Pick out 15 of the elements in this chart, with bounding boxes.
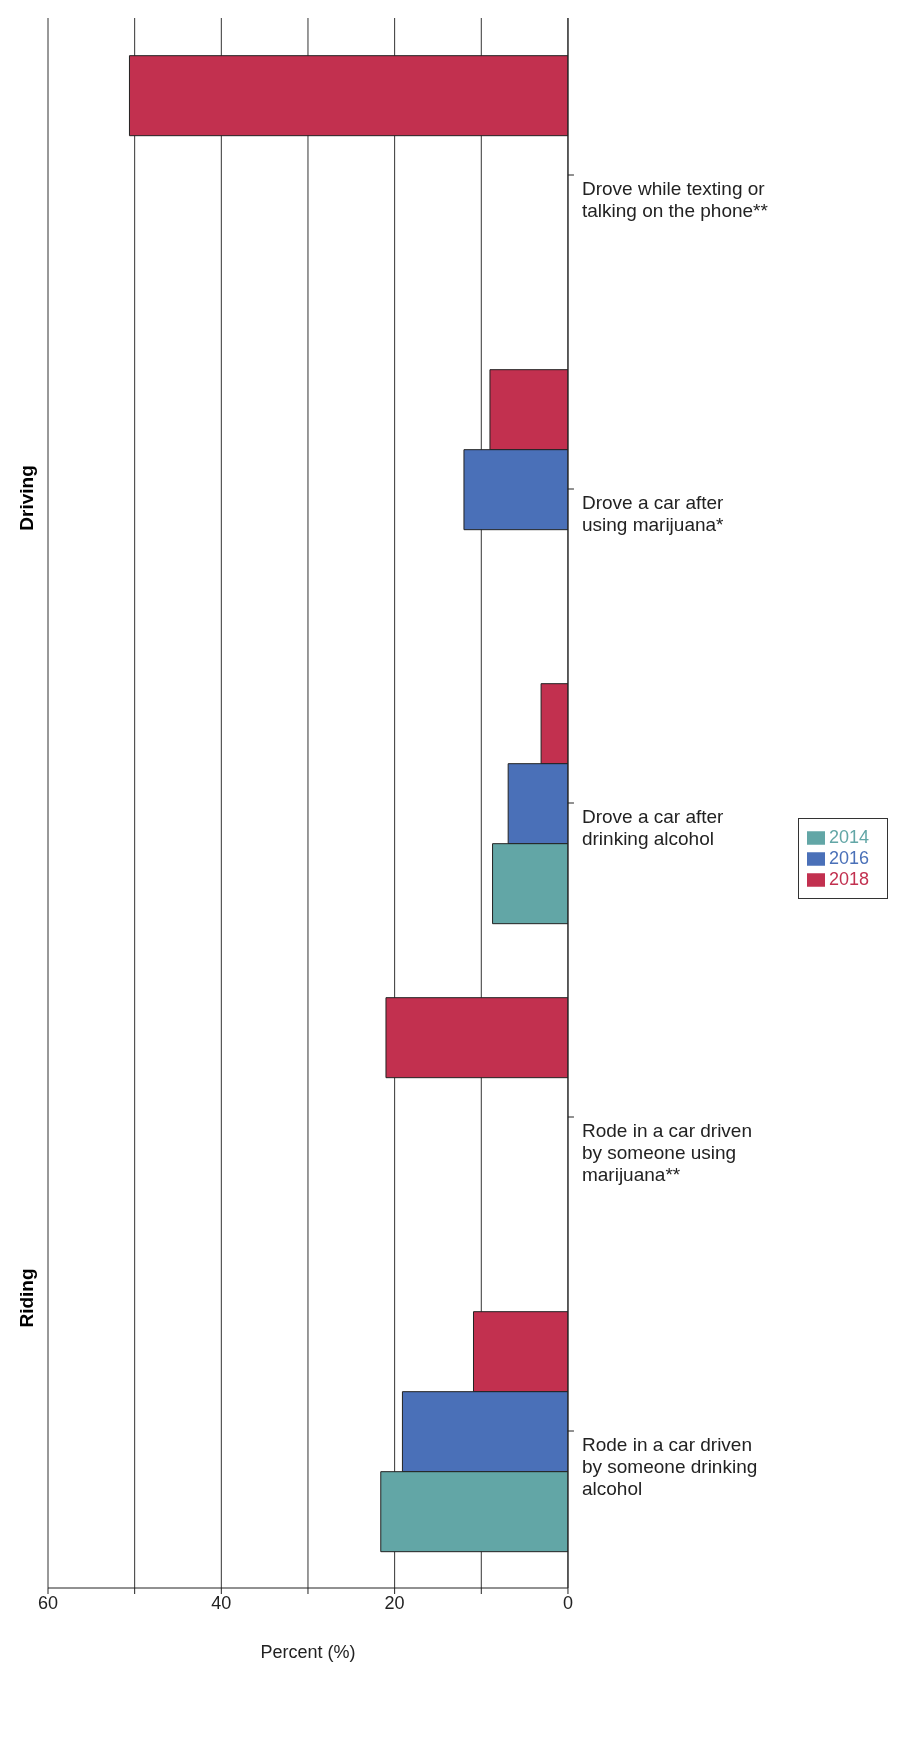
y-tick-label: Rode in a car driven by someone drinking alcohol — [581, 1434, 758, 1499]
x-tick-label: 20 — [384, 1592, 405, 1613]
x-tick-label: 0 — [562, 1592, 573, 1613]
legend-label: 2016 — [828, 847, 869, 868]
x-tick-label: 40 — [211, 1592, 232, 1613]
x-axis-title: Percent (%) — [260, 1642, 356, 1662]
y-tick-label: Drove while texting or talking on the phone** — [581, 178, 769, 221]
x-tick-label: 60 — [37, 1592, 59, 1613]
y-tick-label: Drove a car after using marijuana* — [581, 492, 725, 535]
legend-label: 2014 — [828, 826, 869, 847]
text: Riding — [16, 1268, 38, 1328]
y-tick-label: Drove a car after drinking alcohol — [581, 806, 725, 849]
y-tick-label: Rode in a car driven by someone using marijuana** — [581, 1120, 752, 1185]
legend-label: 2018 — [828, 868, 869, 889]
text: Driving — [16, 465, 38, 531]
